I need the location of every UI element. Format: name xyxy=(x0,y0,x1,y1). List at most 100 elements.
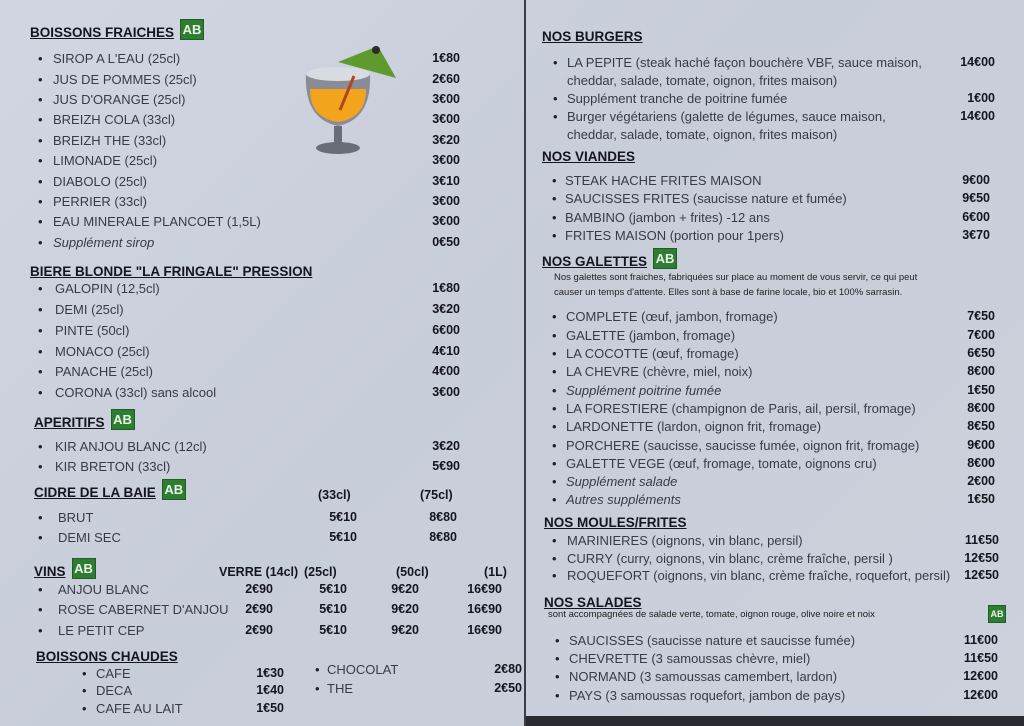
bio-ab-logo-icon: AB xyxy=(71,558,96,579)
column-divider xyxy=(524,0,526,726)
menu-item-price: 4€10 xyxy=(432,344,460,358)
menu-item-price: 5€90 xyxy=(432,459,460,473)
bullet-icon: • xyxy=(38,459,43,474)
menu-item-price: 8€00 xyxy=(967,364,995,378)
menu-item-name: CHEVRETTE (3 samoussas chèvre, miel) xyxy=(569,651,811,666)
section-title: BOISSONS CHAUDES xyxy=(36,649,178,664)
menu-item-name: LA CHEVRE (chèvre, miel, noix) xyxy=(566,364,753,379)
bullet-icon: • xyxy=(315,662,320,677)
menu-item-name: Supplément tranche de poitrine fumée xyxy=(567,91,788,106)
bullet-icon: • xyxy=(553,91,558,106)
bullet-icon: • xyxy=(38,602,43,617)
column-header: (33cl) xyxy=(318,488,351,502)
bullet-icon: • xyxy=(552,419,557,434)
section-note: sont accompagnées de salade verte, tomat… xyxy=(548,605,1006,623)
bullet-icon: • xyxy=(552,533,557,548)
menu-item-price: 3€00 xyxy=(432,92,460,106)
menu-item-price: 5€10 xyxy=(319,582,347,596)
section-title: NOS VIANDES xyxy=(542,149,636,164)
menu-item-name: MARINIERES (oignons, vin blanc, persil) xyxy=(567,533,803,548)
menu-item-name: GALOPIN (12,5cl) xyxy=(55,281,160,296)
menu-item-price: 3€00 xyxy=(432,112,460,126)
menu-item-price: 1€80 xyxy=(432,281,460,295)
menu-item-price: 2€90 xyxy=(245,602,273,616)
bullet-icon: • xyxy=(552,191,557,206)
menu-item-description: cheddar, salade, tomate, oignon, frites … xyxy=(567,73,838,88)
bullet-icon: • xyxy=(552,551,557,566)
bio-ab-logo-icon: AB xyxy=(110,409,135,430)
menu-item-price: 3€20 xyxy=(432,439,460,453)
section-note: causer un temps d'attente. Elles sont à … xyxy=(554,287,903,298)
menu-item-price: 2€60 xyxy=(432,72,460,86)
menu-item-name: CAFE AU LAIT xyxy=(96,701,183,716)
cocktail-glass-icon xyxy=(305,46,396,154)
menu-item-name: LA FORESTIERE (champignon de Paris, ail,… xyxy=(566,401,916,416)
menu-item-price: 12€50 xyxy=(964,568,999,582)
bullet-icon: • xyxy=(38,344,43,359)
table-edge xyxy=(526,716,1024,726)
menu-item-name: Supplément salade xyxy=(566,474,678,489)
menu-item-price: 3€00 xyxy=(432,153,460,167)
menu-item-name: SAUCISSES (saucisse nature et saucisse f… xyxy=(569,633,856,648)
menu-item-name: GALETTE VEGE (œuf, fromage, tomate, oign… xyxy=(566,456,877,471)
bio-ab-logo-icon: AB xyxy=(653,248,678,269)
menu-item-price: 11€50 xyxy=(964,533,999,547)
menu-item-name: EAU MINERALE PLANCOET (1,5L) xyxy=(53,214,261,229)
menu-item-name: CHOCOLAT xyxy=(327,662,399,677)
bullet-icon: • xyxy=(555,651,560,666)
bullet-icon: • xyxy=(38,582,43,597)
menu-item-price: 9€00 xyxy=(967,438,995,452)
bullet-icon: • xyxy=(38,133,43,148)
menu-item-name: STEAK HACHE FRITES MAISON xyxy=(565,173,762,188)
bullet-icon: • xyxy=(38,153,43,168)
menu-item-name: DEMI SEC xyxy=(58,530,121,545)
menu-item-name: LA COCOTTE (œuf, fromage) xyxy=(566,346,739,361)
bullet-icon: • xyxy=(38,194,43,209)
bullet-icon: • xyxy=(38,235,43,250)
menu-item-price: 12€00 xyxy=(963,688,998,702)
bullet-icon: • xyxy=(552,383,557,398)
menu-item-name: Burger végétariens (galette de légumes, … xyxy=(567,109,886,124)
bullet-icon: • xyxy=(555,688,560,703)
menu-item-price: 16€90 xyxy=(467,582,502,596)
bullet-icon: • xyxy=(552,474,557,489)
menu-item-price: 1€00 xyxy=(967,91,995,105)
menu-item-price: 1€80 xyxy=(432,51,460,65)
bullet-icon: • xyxy=(38,51,43,66)
menu-item-name: NORMAND (3 samoussas camembert, lardon) xyxy=(569,669,838,684)
section-title: APERITIFS AB xyxy=(34,409,135,430)
menu-item-name: SIROP A L'EAU (25cl) xyxy=(53,51,181,66)
section-note: Nos galettes sont fraiches, fabriquées s… xyxy=(554,272,918,283)
menu-item-name: JUS D'ORANGE (25cl) xyxy=(53,92,186,107)
bullet-icon: • xyxy=(552,364,557,379)
bullet-icon: • xyxy=(552,568,557,583)
menu-item-name: ROSE CABERNET D'ANJOU xyxy=(58,602,229,617)
menu-item-price: 6€50 xyxy=(967,346,995,360)
menu-item-price: 5€10 xyxy=(329,510,357,524)
menu-item-price: 2€90 xyxy=(245,582,273,596)
menu-item-name: Autres suppléments xyxy=(566,492,681,507)
bullet-icon: • xyxy=(38,364,43,379)
menu-item-price: 3€00 xyxy=(432,385,460,399)
menu-item-price: 9€20 xyxy=(391,623,419,637)
menu-item-name: SAUCISSES FRITES (saucisse nature et fum… xyxy=(565,191,847,206)
menu-item-price: 3€70 xyxy=(962,228,990,242)
menu-item-price: 5€10 xyxy=(319,623,347,637)
menu-item-price: 8€50 xyxy=(967,419,995,433)
menu-item-price: 9€20 xyxy=(391,602,419,616)
menu-item-name: PANACHE (25cl) xyxy=(55,364,154,379)
bullet-icon: • xyxy=(552,346,557,361)
menu-item-price: 3€20 xyxy=(432,302,460,316)
bullet-icon: • xyxy=(552,492,557,507)
menu-item-name: LARDONETTE (lardon, oignon frit, fromage… xyxy=(566,419,822,434)
menu-item-price: 14€00 xyxy=(960,109,995,123)
bullet-icon: • xyxy=(555,669,560,684)
menu-item-price: 3€00 xyxy=(432,194,460,208)
menu-item-price: 1€40 xyxy=(256,683,284,697)
menu-item-price: 16€90 xyxy=(467,602,502,616)
bullet-icon: • xyxy=(38,112,43,127)
menu-item-name: Supplément sirop xyxy=(53,235,155,250)
menu-item-price: 1€30 xyxy=(256,666,284,680)
bullet-icon: • xyxy=(552,228,557,243)
menu-item-price: 4€00 xyxy=(432,364,460,378)
